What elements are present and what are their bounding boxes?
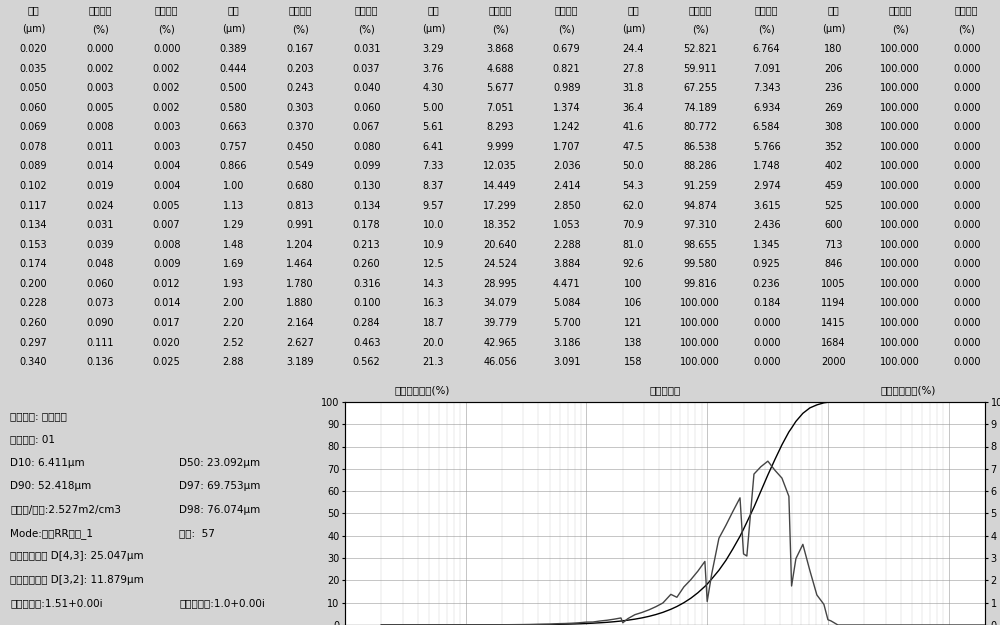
- Text: D10: 6.411μm: D10: 6.411μm: [10, 458, 85, 468]
- Text: 体积平均粒径 D[4,3]: 25.047μm: 体积平均粒径 D[4,3]: 25.047μm: [10, 551, 144, 561]
- Text: 浓度:  57: 浓度: 57: [179, 528, 215, 538]
- Text: 面积平均粒径 D[3,2]: 11.879μm: 面积平均粒径 D[3,2]: 11.879μm: [10, 575, 144, 585]
- Text: D98: 76.074μm: D98: 76.074μm: [179, 504, 261, 514]
- Text: 体积频度分布(%): 体积频度分布(%): [881, 385, 936, 395]
- Text: D90: 52.418μm: D90: 52.418μm: [10, 481, 92, 491]
- Text: 粒度分布图: 粒度分布图: [649, 385, 681, 395]
- Text: 操作人员: 01: 操作人员: 01: [10, 434, 55, 444]
- Text: Mode:干法RR分布_1: Mode:干法RR分布_1: [10, 528, 93, 539]
- Text: 体积累积分布(%): 体积累积分布(%): [394, 385, 449, 395]
- Text: 样品折射率:1.51+0.00i: 样品折射率:1.51+0.00i: [10, 598, 103, 608]
- Text: D50: 23.092μm: D50: 23.092μm: [179, 458, 261, 468]
- Text: 介质名称: 压缩空气: 介质名称: 压缩空气: [10, 411, 67, 421]
- Text: 介质折射率:1.0+0.00i: 介质折射率:1.0+0.00i: [179, 598, 265, 608]
- Text: 表面积/体积:2.527m2/cm3: 表面积/体积:2.527m2/cm3: [10, 504, 121, 514]
- Text: D97: 69.753μm: D97: 69.753μm: [179, 481, 261, 491]
